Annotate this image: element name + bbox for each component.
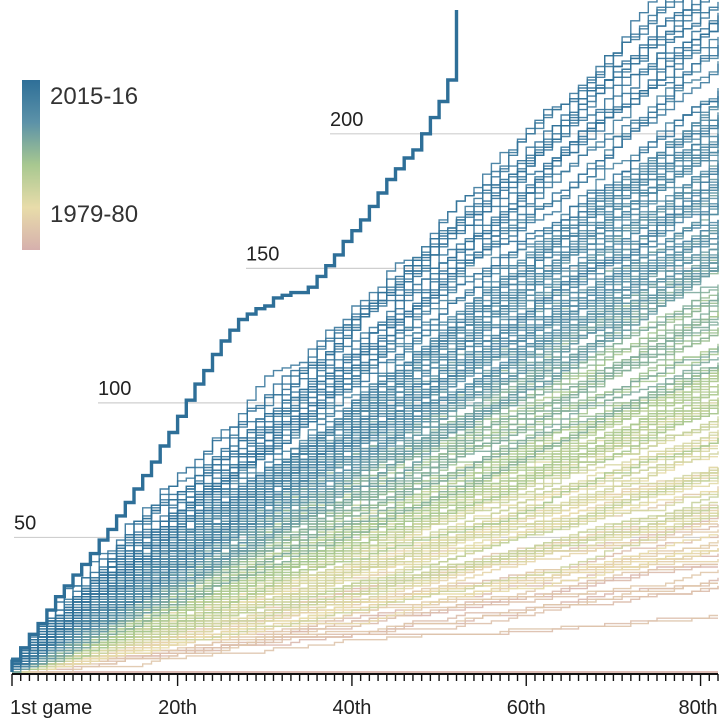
background-series-line [11,265,719,672]
background-series-line [11,265,719,672]
background-series-line [11,39,719,672]
background-series-line [11,233,719,672]
background-series-line [11,195,719,672]
x-tick-label: 40th [332,697,371,719]
background-series-line [11,534,718,672]
background-series-line [11,179,719,672]
y-gridline-label: 50 [14,512,36,534]
background-series-line [11,286,718,672]
background-series-line [11,90,719,672]
background-series-line [11,365,719,672]
background-series-line [11,163,719,672]
background-series-line [11,120,719,672]
background-series-line [11,432,719,672]
background-series-line [11,0,693,672]
background-series-line [12,563,718,673]
background-series-line [12,614,718,673]
highlight-series-layer [10,10,459,672]
background-series-line [11,475,719,672]
x-tick-label: 80th [679,697,718,719]
background-series-line [11,265,719,672]
background-series-line [11,265,719,672]
background-series-line [11,270,718,672]
legend-bottom-label: 1979-80 [50,201,138,228]
background-series-line [11,96,719,672]
background-series-line [12,408,719,673]
background-series-line [11,36,719,672]
background-series-line [12,265,719,673]
background-series-line [11,179,719,672]
x-tick-label: 60th [507,697,546,719]
background-series-line [11,20,719,672]
background-series-line [11,432,719,672]
x-axis: 1st game 20th 40th 60th 80th [10,673,719,719]
legend-top-label: 2015-16 [50,83,138,110]
background-series-line [11,447,718,672]
background-series-layer [11,0,719,673]
highlight-series-line [10,10,459,672]
y-gridline-label: 100 [98,378,131,400]
x-tick-label: 1st game [10,697,92,719]
background-series-line [11,249,719,672]
background-series-line [12,540,719,673]
legend-color-ramp [22,80,40,250]
background-series-line [11,480,719,672]
background-series-line [11,249,719,672]
legend: 2015-16 1979-80 [22,80,138,250]
x-tick-label: 20th [158,697,197,719]
background-series-line [11,0,684,672]
y-gridline-label: 150 [246,243,279,265]
background-series-line [11,386,719,672]
background-series-line [11,182,719,672]
background-series-line [11,45,719,672]
background-series-line [11,486,719,672]
background-series-line [11,491,719,672]
background-series-line [11,513,719,672]
background-series-line [12,534,719,673]
background-series-line [11,12,719,672]
y-gridline-label: 200 [330,109,363,131]
